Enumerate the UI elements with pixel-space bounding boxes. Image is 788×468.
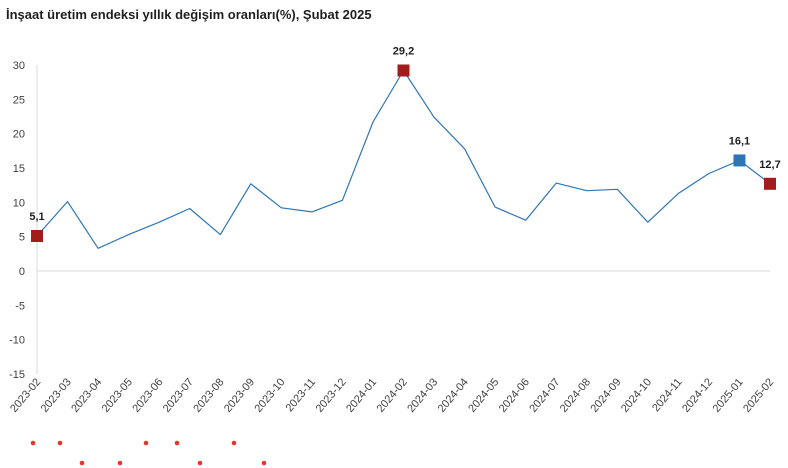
x-tick-labels: 2023-022023-032023-042023-052023-062023-… — [8, 376, 776, 415]
y-tick-label: -15 — [9, 369, 25, 381]
annotation-dot — [57, 440, 63, 446]
data-point-marker — [764, 177, 776, 190]
annotation-dot — [197, 460, 203, 466]
x-tick-label: 2024-03 — [405, 376, 440, 415]
annotation-dots — [30, 440, 267, 466]
annotation-dot — [231, 440, 237, 446]
x-tick-label: 2023-05 — [100, 376, 135, 415]
data-point-marker — [31, 229, 43, 242]
y-tick-label: 30 — [13, 60, 25, 72]
x-tick-label: 2024-05 — [466, 376, 501, 415]
data-label: 12,7 — [759, 159, 780, 171]
series-line — [36, 69, 771, 249]
y-tick-label: 10 — [13, 197, 25, 209]
data-label: 16,1 — [729, 135, 750, 147]
y-tick-label: 5 — [19, 232, 25, 244]
y-tick-label: 20 — [13, 129, 25, 141]
y-tick-label: -5 — [15, 300, 25, 312]
y-tick-label: 15 — [13, 163, 25, 175]
x-tick-label: 2023-08 — [191, 376, 226, 415]
annotation-dot — [30, 440, 36, 446]
y-tick-label: -10 — [9, 335, 25, 347]
data-point-marker — [397, 64, 410, 77]
x-tick-label: 2023-04 — [69, 376, 104, 415]
x-tick-label: 2024-10 — [619, 376, 654, 415]
x-tick-label: 2024-07 — [527, 376, 562, 415]
x-tick-label: 2023-12 — [314, 376, 349, 415]
annotation-dot — [79, 460, 85, 466]
x-tick-label: 2024-08 — [558, 376, 593, 415]
annotation-dot — [143, 440, 149, 446]
data-point-marker — [733, 154, 746, 167]
x-tick-label: 2023-11 — [284, 376, 319, 414]
data-label: 29,2 — [393, 45, 414, 57]
x-tick-label: 2023-03 — [39, 376, 74, 415]
x-tick-label: 2025-02 — [741, 376, 776, 415]
x-tick-label: 2023-06 — [130, 376, 165, 415]
series-layer — [36, 69, 771, 249]
x-tick-label: 2023-09 — [222, 376, 257, 415]
x-tick-label: 2024-02 — [375, 376, 410, 415]
annotation-dot — [261, 460, 267, 466]
x-tick-label: 2024-06 — [497, 376, 532, 415]
x-tick-label: 2025-01 — [711, 376, 746, 415]
x-tick-label: 2024-11 — [650, 376, 685, 414]
x-tick-label: 2023-10 — [252, 376, 287, 415]
data-label: 5,1 — [29, 211, 44, 223]
x-tick-label: 2023-07 — [161, 376, 196, 415]
x-tick-label: 2023-02 — [8, 376, 43, 415]
x-tick-label: 2024-12 — [680, 376, 715, 415]
marker-layer: 5,1 29,2 16,1 12,7 — [29, 45, 781, 242]
x-tick-label: 2024-09 — [588, 376, 623, 415]
y-tick-label: 25 — [13, 94, 25, 106]
annotation-dot — [117, 460, 123, 466]
annotation-dot — [174, 440, 180, 446]
x-tick-label: 2024-04 — [436, 376, 471, 415]
y-tick-label: 0 — [19, 266, 25, 278]
x-tick-label: 2024-01 — [344, 376, 379, 415]
chart-title: İnşaat üretim endeksi yıllık değişim ora… — [6, 7, 372, 22]
axes: -15 -10 -5 0 5 10 15 20 25 30 — [9, 60, 770, 381]
